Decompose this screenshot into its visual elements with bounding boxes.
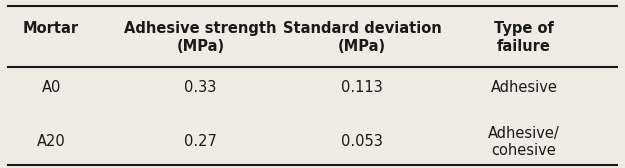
- Text: 0.27: 0.27: [184, 134, 217, 149]
- Text: 0.053: 0.053: [341, 134, 383, 149]
- Text: Mortar: Mortar: [23, 21, 79, 36]
- Text: 0.113: 0.113: [341, 80, 383, 95]
- Text: A20: A20: [37, 134, 66, 149]
- Text: Adhesive/
cohesive: Adhesive/ cohesive: [488, 126, 560, 158]
- Text: Adhesive: Adhesive: [491, 80, 558, 95]
- Text: Type of
failure: Type of failure: [494, 21, 554, 54]
- Text: Adhesive strength
(MPa): Adhesive strength (MPa): [124, 21, 277, 54]
- Text: A0: A0: [41, 80, 61, 95]
- Text: Standard deviation
(MPa): Standard deviation (MPa): [283, 21, 442, 54]
- Text: 0.33: 0.33: [184, 80, 217, 95]
